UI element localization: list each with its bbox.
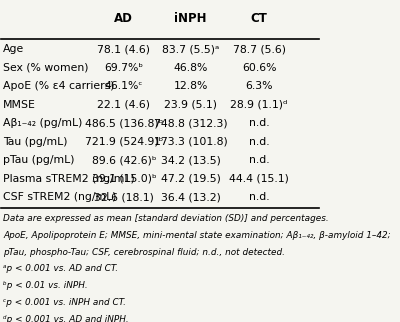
Text: 39.1 (15.0)ᵇ: 39.1 (15.0)ᵇ: [92, 174, 156, 184]
Text: 78.1 (4.6): 78.1 (4.6): [97, 44, 150, 54]
Text: 69.7%ᵇ: 69.7%ᵇ: [104, 62, 143, 72]
Text: Plasma sTREM2 (ng/mL): Plasma sTREM2 (ng/mL): [3, 174, 135, 184]
Text: ᶜp < 0.001 vs. iNPH and CT.: ᶜp < 0.001 vs. iNPH and CT.: [3, 298, 126, 307]
Text: 721.9 (524.9)ᵇ: 721.9 (524.9)ᵇ: [85, 137, 163, 147]
Text: MMSE: MMSE: [3, 99, 36, 109]
Text: ᵃp < 0.001 vs. AD and CT.: ᵃp < 0.001 vs. AD and CT.: [3, 264, 118, 273]
Text: n.d.: n.d.: [249, 137, 269, 147]
Text: ApoE (% ε4 carriers): ApoE (% ε4 carriers): [3, 81, 114, 91]
Text: 89.6 (42.6)ᵇ: 89.6 (42.6)ᵇ: [92, 155, 156, 165]
Text: pTau (pg/mL): pTau (pg/mL): [3, 155, 74, 165]
Text: iNPH: iNPH: [174, 12, 207, 25]
Text: 28.9 (1.1)ᵈ: 28.9 (1.1)ᵈ: [230, 99, 288, 109]
Text: 173.3 (101.8): 173.3 (101.8): [154, 137, 228, 147]
Text: ApoE, Apolipoprotein E; MMSE, mini-mental state examination; Aβ₁₋₄₂, β-amyloid 1: ApoE, Apolipoprotein E; MMSE, mini-menta…: [3, 231, 391, 240]
Text: Tau (pg/mL): Tau (pg/mL): [3, 137, 68, 147]
Text: 748.8 (312.3): 748.8 (312.3): [154, 118, 228, 128]
Text: CSF sTREM2 (ng/mL): CSF sTREM2 (ng/mL): [3, 192, 116, 202]
Text: 22.1 (4.6): 22.1 (4.6): [97, 99, 150, 109]
Text: n.d.: n.d.: [249, 155, 269, 165]
Text: 83.7 (5.5)ᵃ: 83.7 (5.5)ᵃ: [162, 44, 219, 54]
Text: ᵈp < 0.001 vs. AD and iNPH.: ᵈp < 0.001 vs. AD and iNPH.: [3, 315, 129, 322]
Text: Sex (% women): Sex (% women): [3, 62, 88, 72]
Text: ᵇp < 0.01 vs. iNPH.: ᵇp < 0.01 vs. iNPH.: [3, 281, 88, 290]
Text: 32.6 (18.1): 32.6 (18.1): [94, 192, 154, 202]
Text: Aβ₁₋₄₂ (pg/mL): Aβ₁₋₄₂ (pg/mL): [3, 118, 82, 128]
Text: n.d.: n.d.: [249, 118, 269, 128]
Text: n.d.: n.d.: [249, 192, 269, 202]
Text: Age: Age: [3, 44, 24, 54]
Text: 12.8%: 12.8%: [174, 81, 208, 91]
Text: AD: AD: [114, 12, 133, 25]
Text: CT: CT: [250, 12, 268, 25]
Text: 47.2 (19.5): 47.2 (19.5): [161, 174, 220, 184]
Text: pTau, phospho-Tau; CSF, cerebrospinal fluid; n.d., not detected.: pTau, phospho-Tau; CSF, cerebrospinal fl…: [3, 248, 285, 257]
Text: 6.3%: 6.3%: [245, 81, 273, 91]
Text: 78.7 (5.6): 78.7 (5.6): [232, 44, 286, 54]
Text: 46.8%: 46.8%: [174, 62, 208, 72]
Text: 34.2 (13.5): 34.2 (13.5): [161, 155, 220, 165]
Text: 486.5 (136.8)ᵇ: 486.5 (136.8)ᵇ: [85, 118, 163, 128]
Text: Data are expressed as mean [standard deviation (SD)] and percentages.: Data are expressed as mean [standard dev…: [3, 214, 329, 223]
Text: 60.6%: 60.6%: [242, 62, 276, 72]
Text: 23.9 (5.1): 23.9 (5.1): [164, 99, 217, 109]
Text: 36.4 (13.2): 36.4 (13.2): [161, 192, 220, 202]
Text: 46.1%ᶜ: 46.1%ᶜ: [105, 81, 143, 91]
Text: 44.4 (15.1): 44.4 (15.1): [229, 174, 289, 184]
